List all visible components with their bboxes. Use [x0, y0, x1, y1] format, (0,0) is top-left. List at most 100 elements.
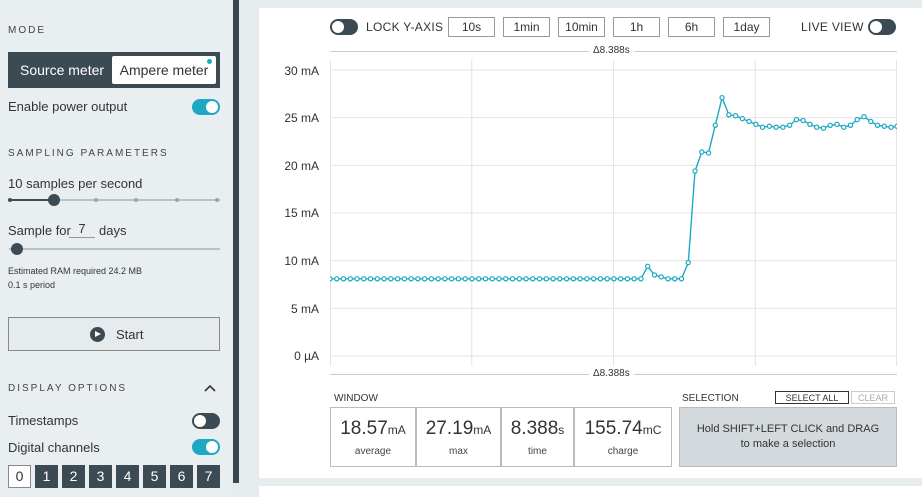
channel-6-button[interactable]: 6 [170, 465, 193, 488]
digital-channels-label: Digital channels [8, 440, 100, 455]
chevron-up-icon[interactable] [204, 381, 216, 395]
data-point [841, 124, 847, 130]
digital-channels-toggle[interactable] [192, 439, 220, 455]
data-point [347, 276, 353, 282]
charge-stat: 155.74mC charge [574, 407, 672, 467]
play-icon [90, 327, 105, 342]
channel-3-button[interactable]: 3 [89, 465, 112, 488]
data-point [334, 276, 340, 282]
timestamps-toggle[interactable] [192, 413, 220, 429]
data-point [523, 276, 529, 282]
data-point [746, 118, 752, 125]
days-input[interactable]: 7 [69, 220, 95, 238]
time-stat: 8.388s time [501, 407, 574, 467]
samples-per-second-label: 10 samples per second [8, 176, 143, 191]
range-1h-button[interactable]: 1h [613, 17, 660, 37]
data-point [699, 149, 705, 155]
data-point [813, 124, 820, 130]
data-point [678, 276, 685, 282]
data-point [394, 276, 401, 282]
data-point [503, 276, 509, 282]
selection-hint: Hold SHIFT+LEFT CLICK and DRAG to make a… [679, 407, 897, 467]
data-point [367, 276, 374, 282]
charge-unit: mC [642, 423, 662, 437]
range-10s-button[interactable]: 10s [448, 17, 495, 37]
channel-7-button[interactable]: 7 [197, 465, 220, 488]
data-point [685, 259, 691, 266]
ampere-meter-button[interactable]: Ampere meter [112, 56, 216, 84]
data-point [665, 276, 671, 282]
samples-slider-knob[interactable] [48, 194, 60, 206]
y-tick-label: 25 mA [284, 111, 319, 125]
range-10min-button[interactable]: 10min [558, 17, 605, 37]
range-6h-button[interactable]: 6h [668, 17, 715, 37]
enable-power-output-toggle[interactable] [192, 99, 220, 115]
data-point [543, 276, 550, 282]
mode-selector: Source meter Ampere meter [8, 52, 220, 88]
sidebar-scrollbar[interactable] [233, 0, 239, 483]
data-point [712, 122, 719, 128]
channel-4-button[interactable]: 4 [116, 465, 139, 488]
data-point [455, 276, 462, 282]
data-point [584, 276, 590, 282]
time-caption: time [528, 446, 547, 457]
ram-required-text: Estimated RAM required 24.2 MB [8, 266, 143, 276]
mode-title: MODE [8, 25, 46, 36]
max-value: 27.19 [425, 418, 474, 439]
sidebar: MODE Source meter Ampere meter Enable po… [0, 0, 232, 497]
current-plot[interactable] [330, 60, 897, 366]
digital-channel-buttons: 0 1 2 3 4 5 6 7 [8, 465, 220, 488]
channel-2-button[interactable]: 2 [62, 465, 85, 488]
data-point [827, 122, 833, 128]
data-point [759, 124, 766, 130]
data-point [354, 276, 360, 282]
duration-slider-track[interactable] [9, 248, 220, 250]
average-caption: average [354, 446, 392, 457]
data-point [361, 276, 367, 282]
range-1min-button[interactable]: 1min [503, 17, 550, 37]
data-point [888, 124, 894, 130]
data-point [658, 274, 664, 280]
channel-0-button[interactable]: 0 [8, 465, 31, 488]
data-point [786, 122, 793, 128]
select-all-button[interactable]: SELECT ALL [775, 391, 849, 404]
data-point [847, 122, 854, 128]
y-tick-label: 15 mA [284, 206, 319, 220]
time-value: 8.388 [510, 418, 559, 439]
data-point [590, 276, 597, 282]
start-label: Start [116, 327, 144, 342]
samples-slider-track[interactable] [9, 199, 220, 201]
data-point [577, 276, 583, 282]
data-point [482, 276, 489, 282]
data-point [536, 276, 543, 282]
data-point [530, 276, 536, 282]
channel-1-button[interactable]: 1 [35, 465, 58, 488]
data-point [462, 276, 468, 282]
data-point [807, 121, 813, 128]
start-button[interactable]: Start [8, 317, 220, 351]
duration-slider-knob[interactable] [11, 243, 23, 255]
toggle-knob [332, 21, 344, 33]
data-point [401, 276, 408, 282]
data-point [766, 123, 773, 129]
data-point [645, 263, 651, 270]
data-point [732, 113, 739, 119]
data-point [881, 123, 887, 129]
lock-y-axis-toggle[interactable] [330, 19, 358, 35]
range-1day-button[interactable]: 1day [723, 17, 770, 37]
secondary-panel-edge [259, 486, 922, 497]
days-unit-label: days [99, 223, 127, 238]
live-view-toggle[interactable] [868, 19, 896, 35]
data-point [854, 116, 860, 123]
period-text: 0.1 s period [8, 280, 56, 290]
samples-slider-tick [8, 198, 12, 202]
samples-slider-tick [134, 198, 138, 202]
clear-button[interactable]: CLEAR [851, 391, 895, 404]
data-point [340, 276, 347, 282]
data-point [476, 276, 482, 282]
delta-time-top: Δ8.388s [589, 45, 634, 56]
average-unit: mA [387, 423, 406, 437]
timestamps-label: Timestamps [8, 413, 79, 428]
source-meter-button[interactable]: Source meter [20, 62, 105, 78]
channel-5-button[interactable]: 5 [143, 465, 166, 488]
